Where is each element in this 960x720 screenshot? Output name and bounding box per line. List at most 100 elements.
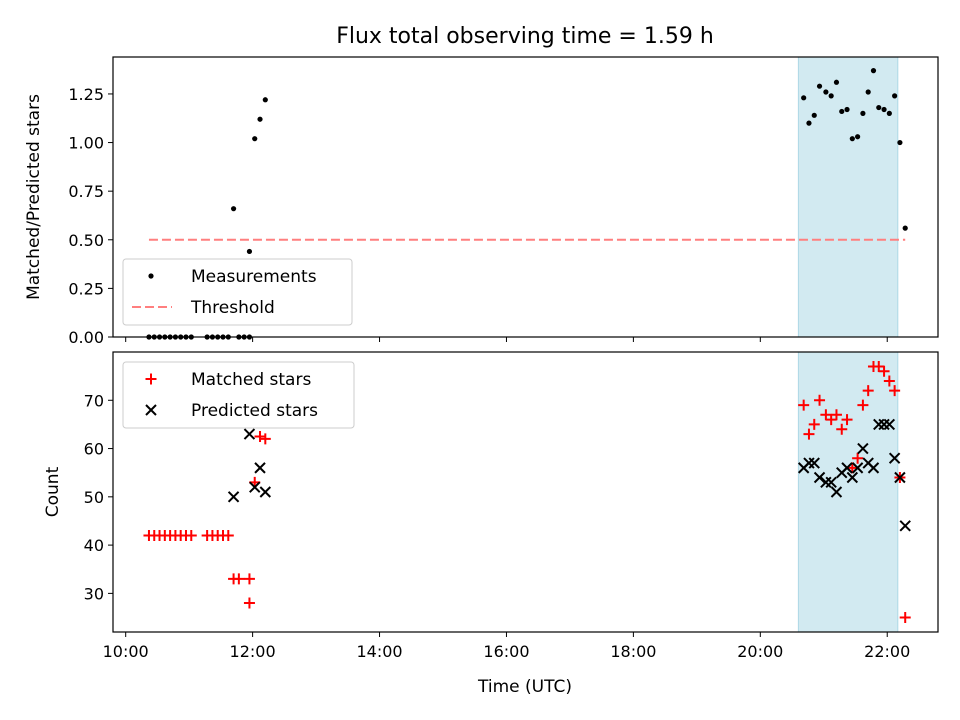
- measurements-point: [865, 89, 871, 95]
- top-y-axis-label: Matched/Predicted stars: [24, 94, 44, 300]
- y-tick-label: 0.00: [68, 328, 104, 347]
- matched-stars-point: [233, 573, 245, 585]
- measurements-point: [257, 116, 263, 122]
- measurements-point: [876, 104, 882, 111]
- measurements-point: [860, 110, 866, 116]
- measurements-point: [839, 108, 845, 115]
- measurements-point: [897, 139, 903, 146]
- matched-stars-point: [846, 462, 858, 474]
- predicted-stars-point: [867, 462, 880, 474]
- legend-plus-swatch: [145, 373, 157, 385]
- shaded-interval: [797, 56, 899, 338]
- x-tick-label: 16:00: [483, 642, 529, 661]
- x-tick-label: 18:00: [610, 642, 656, 661]
- matched-stars-point: [243, 597, 255, 609]
- matched-stars-point: [222, 529, 234, 541]
- measurements-point: [230, 206, 237, 212]
- measurements-point: [849, 136, 855, 142]
- measurements-point: [892, 93, 898, 99]
- predicted-stars-point: [830, 486, 843, 498]
- legend-label: Threshold: [190, 298, 275, 318]
- x-tick-label: 22:00: [864, 642, 910, 661]
- x-axis-label: Time (UTC): [477, 677, 572, 697]
- legend: [122, 361, 355, 429]
- x-tick-label: 10:00: [103, 642, 149, 661]
- matched-stars-point: [825, 414, 837, 426]
- measurements-point: [823, 89, 829, 95]
- measurements-point: [806, 120, 812, 126]
- y-tick-label: 0.75: [68, 182, 104, 201]
- matched-stars-point: [798, 399, 810, 411]
- matched-stars-point: [836, 423, 848, 435]
- matched-stars-point: [259, 433, 271, 445]
- measurements-point: [844, 106, 850, 113]
- matched-stars-point: [808, 418, 820, 430]
- predicted-stars-point: [227, 491, 240, 503]
- predicted-stars-point: [883, 418, 896, 431]
- predicted-stars-point: [888, 452, 901, 464]
- y-tick-label: 50: [84, 488, 104, 507]
- measurements-point: [828, 93, 834, 99]
- shaded-interval: [797, 351, 899, 633]
- legend: [122, 258, 353, 326]
- predicted-stars-point: [857, 442, 869, 455]
- top-panel: 0.00 0.25 0.50 0.75 1.00 1.25 Measurements Thre…: [68, 56, 939, 347]
- legend-label: Predicted stars: [191, 401, 318, 421]
- x-tick-label: 20:00: [737, 642, 783, 661]
- x-tick-label: 14:00: [356, 642, 402, 661]
- predicted-stars-point: [894, 471, 906, 484]
- measurements-point: [855, 134, 861, 140]
- predicted-stars-point: [259, 486, 272, 498]
- y-tick-label: 0.25: [68, 279, 104, 298]
- matched-stars-point: [814, 394, 826, 406]
- matched-stars-point: [185, 529, 197, 541]
- x-tick-label: 12:00: [230, 642, 276, 661]
- measurements-point: [881, 106, 887, 113]
- measurements-point: [870, 68, 877, 74]
- bottom-panel: 30 40 50 60 70 10:00 12:00 14:00 16:00 18:00 20:00…: [84, 351, 939, 661]
- measurements-point: [246, 248, 253, 255]
- axes-frame: [112, 56, 939, 338]
- legend-x-swatch: [145, 404, 157, 416]
- y-tick-label: 1.00: [68, 134, 104, 153]
- y-tick-label: 70: [84, 391, 104, 410]
- predicted-stars-point: [249, 481, 261, 493]
- measurements-point: [811, 112, 817, 118]
- axes-frame: [112, 351, 939, 633]
- matched-stars-point: [820, 409, 832, 421]
- matched-stars-point: [852, 452, 864, 464]
- measurements-point: [262, 97, 268, 103]
- matched-stars-point: [254, 430, 266, 442]
- y-tick-label: 0.50: [68, 231, 104, 250]
- matched-stars-point: [830, 409, 842, 421]
- y-tick-label: 40: [84, 536, 104, 555]
- predicted-stars-point: [846, 471, 859, 484]
- matched-stars-point: [862, 385, 874, 397]
- legend-label: Matched stars: [191, 370, 311, 390]
- measurements-point: [801, 95, 807, 101]
- y-tick-label: 1.25: [68, 85, 104, 104]
- legend-dot-swatch: [148, 273, 154, 279]
- predicted-stars-point: [841, 462, 853, 474]
- measurements-point: [902, 225, 908, 231]
- matched-stars-point: [878, 365, 890, 377]
- predicted-stars-point: [899, 520, 911, 532]
- predicted-stars-point: [825, 476, 837, 489]
- matched-stars-point: [803, 428, 815, 440]
- legend-label: Measurements: [191, 267, 317, 287]
- chart-title: Flux total observing time = 1.59 h: [336, 24, 714, 49]
- predicted-stars-point: [813, 471, 826, 484]
- predicted-stars-point: [808, 457, 820, 469]
- measurements-point: [252, 136, 258, 142]
- measurements-point: [833, 79, 840, 85]
- measurements-point: [886, 110, 892, 116]
- measurements-point: [816, 83, 823, 89]
- matched-stars-point: [841, 414, 853, 426]
- bottom-y-axis-label: Count: [43, 466, 63, 517]
- matched-stars-point: [899, 612, 911, 624]
- matched-stars-point: [857, 399, 869, 411]
- matched-stars-point: [889, 385, 901, 397]
- predicted-stars-point: [851, 462, 864, 474]
- matched-stars-point: [243, 573, 255, 585]
